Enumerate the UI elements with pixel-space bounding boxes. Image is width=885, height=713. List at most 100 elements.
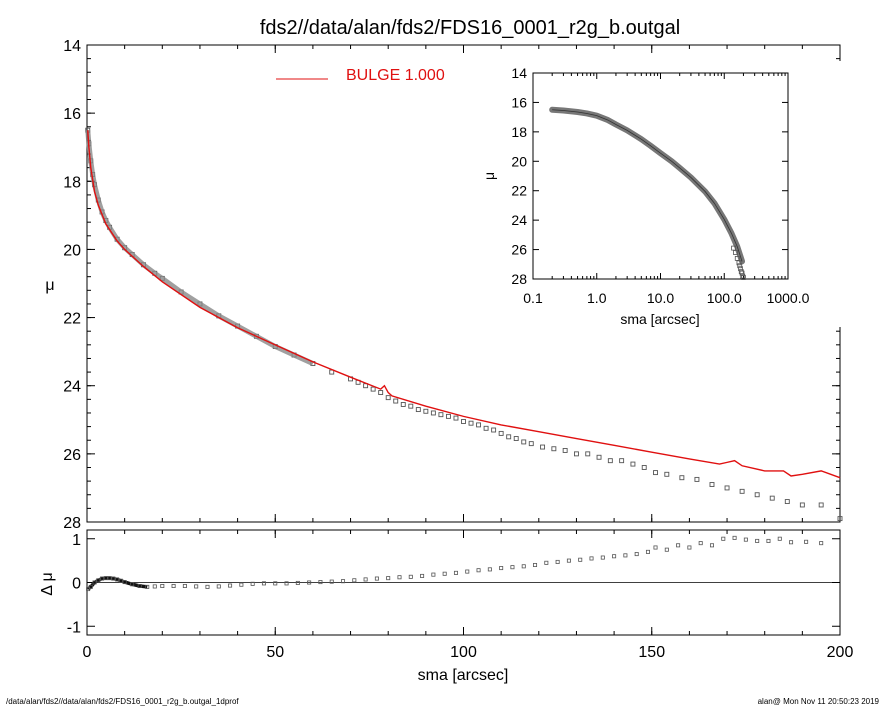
- data-point: [438, 412, 444, 418]
- residual-point: [634, 552, 639, 557]
- x-tick-label: 100: [450, 644, 477, 661]
- data-point: [769, 495, 775, 501]
- residual-point: [216, 584, 221, 589]
- y-tick-label: 26: [511, 242, 527, 258]
- residual-point: [431, 572, 436, 577]
- residual-point: [397, 575, 402, 580]
- inset-data-point: [740, 273, 746, 279]
- residual-point: [566, 558, 571, 563]
- y-tick-label: 24: [63, 379, 81, 396]
- data-point: [476, 422, 482, 428]
- inset-data-point: [734, 255, 740, 261]
- residual-point: [86, 587, 91, 592]
- data-point: [694, 476, 700, 482]
- y-tick-label: 14: [511, 65, 527, 81]
- inner-profile-band: [85, 129, 314, 366]
- residual-point: [137, 584, 142, 589]
- residual-point: [307, 580, 312, 585]
- residual-point: [118, 578, 123, 583]
- data-point: [818, 502, 824, 508]
- residual-point: [295, 580, 300, 585]
- residual-point: [115, 577, 120, 582]
- inset-data-point: [739, 270, 745, 276]
- data-point: [491, 427, 497, 433]
- residual-point: [103, 576, 108, 581]
- data-point: [619, 458, 625, 464]
- inset-background: [531, 61, 846, 327]
- main-panel: 14 16 18 20 22 24 26 28 μ BULGE 1.000: [45, 38, 843, 532]
- y-tick-label: 20: [63, 242, 81, 259]
- residual-point: [578, 557, 583, 562]
- residual-point: [709, 543, 714, 548]
- x-tick-label: 0: [83, 644, 92, 661]
- y-axis-label: μ: [45, 277, 54, 294]
- residual-point: [804, 539, 809, 544]
- y-tick-label: 1: [72, 532, 81, 549]
- y-tick-label: 0: [72, 576, 81, 593]
- x-axis-label: sma [arcsec]: [418, 667, 509, 684]
- x-tick-label: 100.0: [707, 290, 742, 306]
- residual-point: [228, 583, 233, 588]
- data-point: [709, 482, 715, 487]
- data-point: [483, 425, 489, 431]
- y-axis-label: Δ μ: [39, 572, 56, 595]
- residual-point: [664, 547, 669, 552]
- residual-point: [645, 549, 650, 554]
- residual-point: [111, 576, 116, 581]
- data-point: [664, 471, 670, 477]
- y-tick-label: 14: [63, 38, 81, 55]
- footer-timestamp: alan@ Mon Nov 11 20:50:23 2019: [757, 697, 879, 706]
- data-point: [513, 436, 519, 441]
- residual-point: [698, 541, 703, 546]
- residual-point: [453, 570, 458, 575]
- data-point: [415, 407, 421, 413]
- residual-point: [420, 573, 425, 578]
- residual-point: [544, 560, 549, 565]
- bulge-model-line: [87, 130, 841, 479]
- x-tick-label: 150: [638, 644, 665, 661]
- data-point: [540, 444, 546, 450]
- data-point: [784, 499, 790, 505]
- residual-point: [510, 565, 515, 570]
- residual-point: [341, 579, 346, 584]
- residual-point: [766, 538, 771, 543]
- residual-point: [465, 569, 470, 574]
- data-point: [408, 403, 414, 409]
- data-point: [370, 386, 376, 392]
- y-tick-label: 16: [511, 94, 527, 110]
- residual-point: [612, 554, 617, 559]
- x-tick-label: 50: [266, 644, 284, 661]
- data-point: [453, 415, 459, 421]
- data-point: [498, 430, 504, 436]
- residual-point: [88, 584, 93, 589]
- residual-point: [476, 568, 481, 573]
- data-point: [445, 413, 451, 419]
- residual-point: [352, 578, 357, 583]
- inset-panel: 14 16 18 20 22 24 26 28 0.1 1.0 10.0 100.0 1000.0 sma…: [481, 61, 846, 327]
- y-tick-label: 26: [63, 447, 81, 464]
- residual-point: [92, 580, 97, 585]
- residual-point: [122, 580, 127, 585]
- data-point: [468, 420, 474, 426]
- data-point: [528, 441, 534, 447]
- residual-point: [284, 581, 289, 586]
- data-point: [551, 446, 557, 452]
- residual-point: [318, 580, 323, 585]
- residual-point: [100, 576, 105, 581]
- residual-point: [687, 545, 692, 550]
- residual-point: [676, 543, 681, 548]
- data-point: [585, 451, 591, 457]
- data-point: [724, 485, 730, 491]
- residual-point: [623, 553, 628, 558]
- y-tick-label: 22: [511, 183, 527, 199]
- inset-data-point: [737, 263, 743, 269]
- y-tick-label: 22: [63, 311, 81, 328]
- inset-data-point: [738, 266, 743, 272]
- y-tick-label: 16: [63, 106, 81, 123]
- residual-point: [239, 582, 244, 587]
- residual-point: [499, 566, 504, 571]
- residual-point: [589, 556, 594, 561]
